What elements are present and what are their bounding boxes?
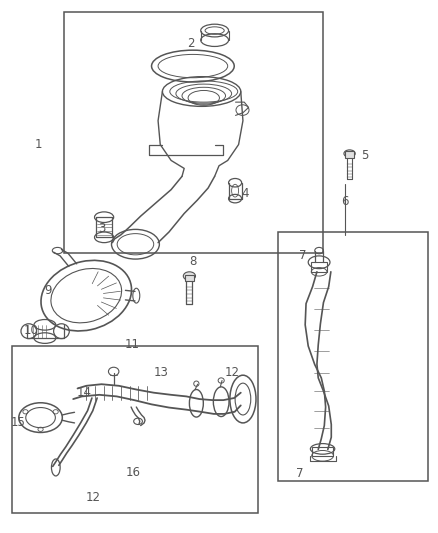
Text: 1: 1 bbox=[35, 138, 42, 151]
Text: 7: 7 bbox=[299, 249, 306, 262]
Text: 8: 8 bbox=[189, 255, 197, 268]
Text: 11: 11 bbox=[124, 338, 139, 351]
Text: 10: 10 bbox=[24, 324, 39, 337]
Bar bbox=[312, 447, 333, 456]
Text: 12: 12 bbox=[225, 366, 240, 379]
Text: 4: 4 bbox=[241, 187, 249, 200]
Text: 6: 6 bbox=[342, 195, 349, 208]
Text: 7: 7 bbox=[296, 467, 303, 480]
Text: 16: 16 bbox=[125, 466, 140, 479]
Text: 15: 15 bbox=[11, 416, 25, 430]
Text: 5: 5 bbox=[361, 149, 368, 161]
Bar bbox=[278, 232, 428, 481]
Text: 9: 9 bbox=[45, 284, 52, 297]
Text: 3: 3 bbox=[98, 222, 105, 235]
Ellipse shape bbox=[344, 150, 355, 157]
Bar bbox=[345, 151, 354, 158]
Ellipse shape bbox=[184, 272, 195, 280]
Text: 13: 13 bbox=[154, 366, 169, 379]
Bar bbox=[64, 12, 323, 253]
Text: 2: 2 bbox=[187, 37, 194, 50]
Bar bbox=[311, 262, 327, 272]
Bar bbox=[185, 275, 194, 281]
Bar bbox=[12, 346, 258, 513]
Text: 12: 12 bbox=[85, 491, 100, 504]
Text: 14: 14 bbox=[77, 386, 92, 399]
